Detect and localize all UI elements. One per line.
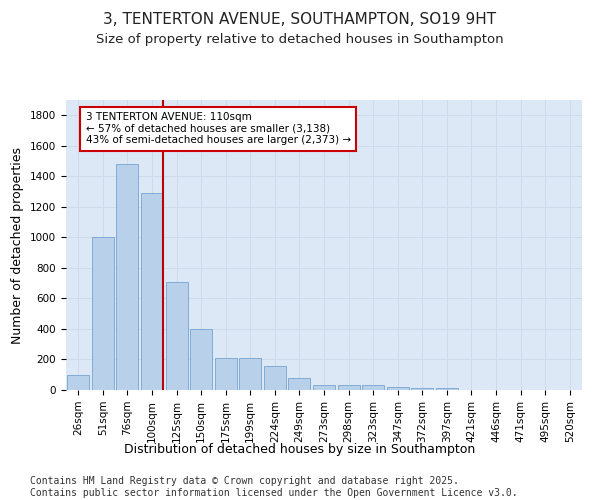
Bar (141, 193, 163, 390)
Bar (362, 386, 384, 390)
Text: Contains HM Land Registry data © Crown copyright and database right 2025.
Contai: Contains HM Land Registry data © Crown c… (30, 476, 518, 498)
Text: Distribution of detached houses by size in Southampton: Distribution of detached houses by size … (124, 442, 476, 456)
Y-axis label: Number of detached properties: Number of detached properties (11, 146, 25, 344)
Text: Size of property relative to detached houses in Southampton: Size of property relative to detached ho… (96, 32, 504, 46)
Bar (67, 374, 89, 390)
Bar (264, 366, 286, 390)
Bar (411, 388, 433, 390)
Bar (92, 238, 114, 390)
Bar (313, 386, 335, 390)
Text: 3, TENTERTON AVENUE, SOUTHAMPTON, SO19 9HT: 3, TENTERTON AVENUE, SOUTHAMPTON, SO19 9… (103, 12, 497, 28)
Bar (239, 358, 262, 390)
Bar (166, 282, 188, 390)
Bar (338, 386, 359, 390)
Bar (215, 358, 237, 390)
Bar (116, 164, 139, 390)
Text: 3 TENTERTON AVENUE: 110sqm
← 57% of detached houses are smaller (3,138)
43% of s: 3 TENTERTON AVENUE: 110sqm ← 57% of deta… (86, 112, 351, 146)
Bar (436, 388, 458, 390)
Bar (289, 378, 310, 390)
Bar (386, 387, 409, 390)
Bar (190, 329, 212, 390)
